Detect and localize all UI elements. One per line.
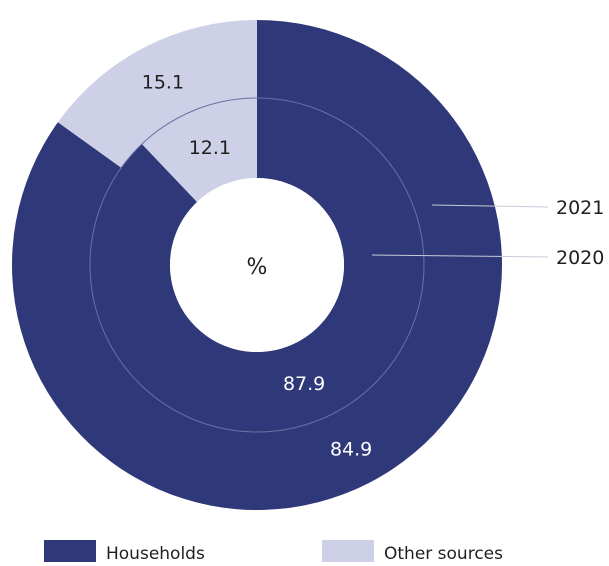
center-hole <box>170 178 344 352</box>
ring-dividers <box>89 97 425 433</box>
legend-swatch-other-sources <box>322 540 374 562</box>
legend: Households Other sources <box>0 540 609 566</box>
value-label-2020-households: 87.9 <box>283 373 325 395</box>
slice-2021-households <box>11 20 503 510</box>
donut-chart: % 84.9 15.1 87.9 12.1 2021 2020 <box>11 20 604 510</box>
slice-2021-other-sources <box>57 20 258 168</box>
ring-divider <box>89 97 425 433</box>
leader-line-2020 <box>371 254 549 258</box>
value-label-2021-households: 84.9 <box>330 438 372 460</box>
center-unit-label: % <box>247 255 268 280</box>
value-label-2020-other-sources: 12.1 <box>189 137 231 159</box>
value-labels: 84.9 15.1 87.9 12.1 <box>142 72 373 461</box>
ring-label-2021: 2021 <box>556 197 604 219</box>
slice-2020-households <box>90 98 425 432</box>
legend-label-other-sources: Other sources <box>384 544 503 564</box>
ring-label-2020: 2020 <box>556 247 604 269</box>
rings <box>11 20 503 510</box>
legend-label-households: Households <box>106 544 205 564</box>
legend-swatch-households <box>44 540 96 562</box>
value-label-2021-other-sources: 15.1 <box>142 72 184 94</box>
ring-labels: 2021 2020 <box>371 197 604 269</box>
slice-2020-other-sources <box>141 98 257 202</box>
leader-line-2021 <box>431 204 549 208</box>
